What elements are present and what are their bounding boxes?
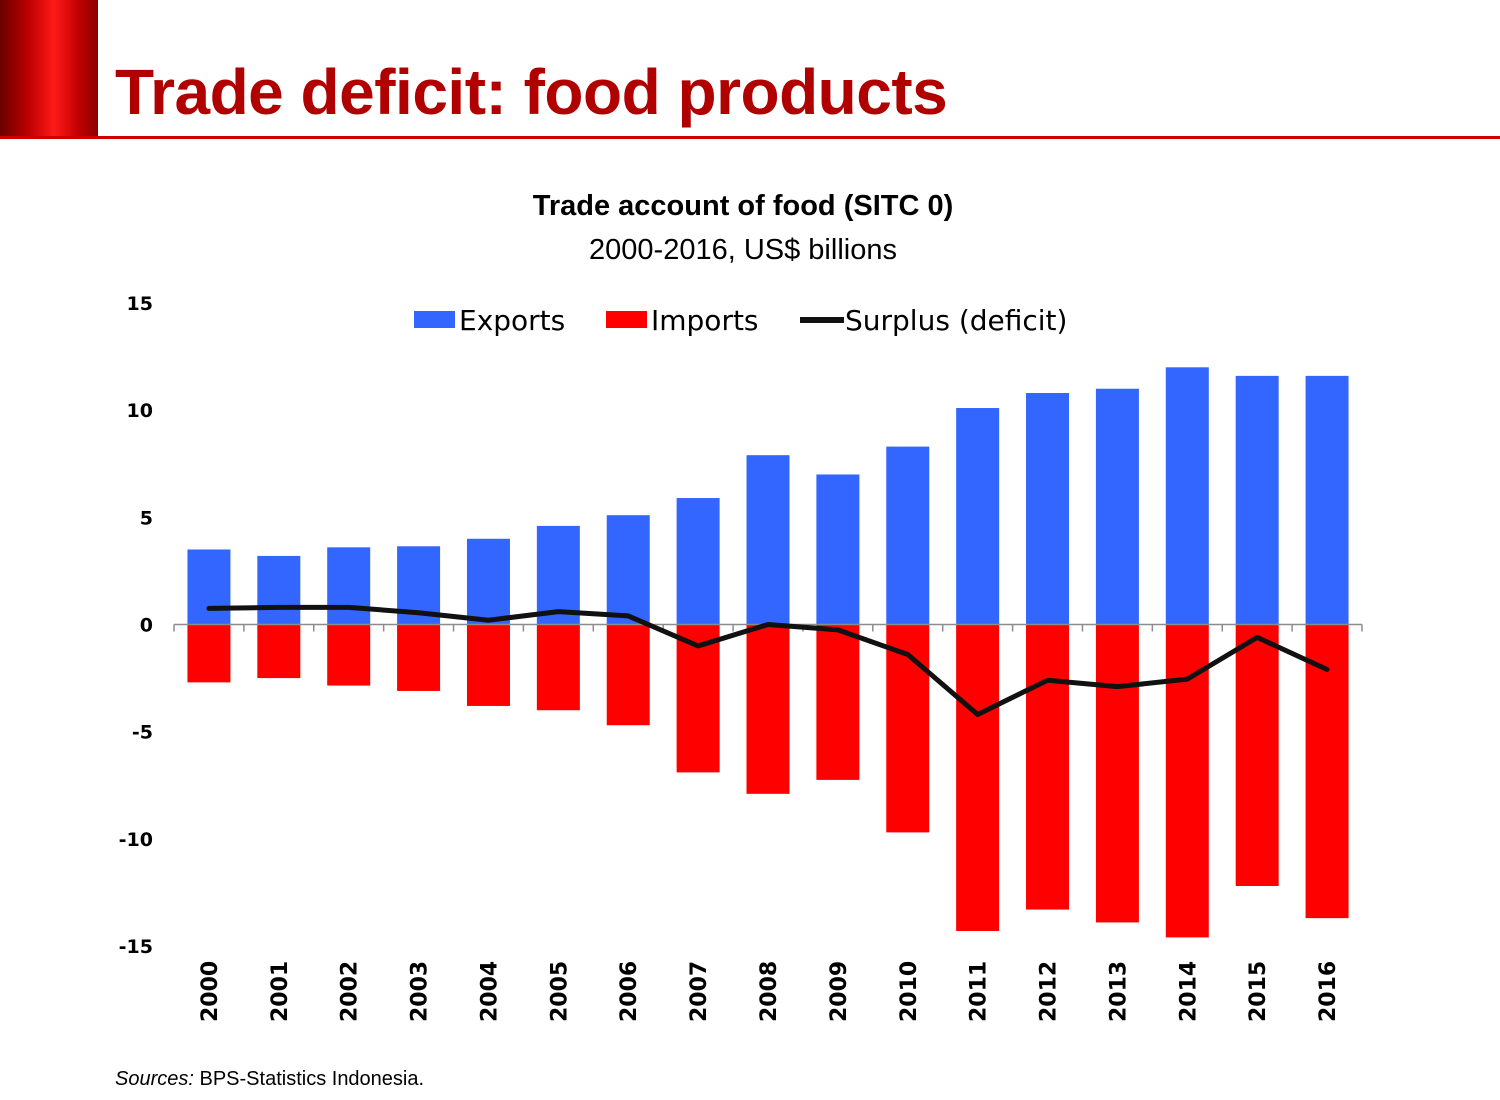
y-tick-label: -10 [119,829,153,851]
exportsbar [676,498,720,625]
exportsbar [746,455,790,625]
chart-title: Trade account of food (SITC 0) [532,190,954,222]
x-tick-label: 2000 [198,961,223,1022]
importsbar [606,624,650,726]
x-tick-label: 2006 [617,961,642,1022]
x-tick-label: 2015 [1246,961,1271,1022]
x-tick-label: 2003 [408,961,433,1022]
y-tick-label: 5 [140,507,153,529]
bars-layer [187,367,1349,938]
x-tick-label: 2009 [827,961,852,1022]
legend-swatch [414,311,455,328]
exportsbar [606,515,650,625]
slide-title: Trade deficit: food products [115,56,948,128]
importsbar [536,624,580,711]
exportsbar [187,549,231,625]
title-rule [0,136,1500,139]
title-accent-block [0,0,98,138]
source-note: Sources: BPS-Statistics Indonesia. [115,1068,424,1091]
x-tick-label: 2012 [1037,961,1062,1022]
importsbar [746,624,790,794]
importsbar [816,624,860,780]
exportsbar [257,555,301,625]
x-tick-label: 2004 [477,961,502,1022]
legend-label: Surplus (deficit) [845,304,1067,337]
x-tick-label: 2013 [1106,961,1131,1022]
x-tick-label: 2011 [967,961,992,1022]
exportsbar [1165,367,1209,625]
y-axis: 15 10 5 0 -5 -10 -15 [119,293,153,958]
importsbar [327,624,371,686]
y-tick-label: -15 [119,936,153,958]
exportsbar [1026,393,1070,625]
x-tick-label: 2010 [897,961,922,1022]
importsbar [886,624,930,833]
x-tick-label: 2005 [547,961,572,1022]
exportsbar [816,474,860,625]
x-tick-label: 2008 [757,961,782,1022]
importsbar [1305,624,1349,919]
x-tick-label: 2002 [338,961,363,1022]
importsbar [956,624,1000,931]
legend-label: Imports [651,304,759,337]
importsbar [257,624,301,679]
exportsbar [956,408,1000,625]
y-tick-label: 15 [127,293,153,315]
exportsbar [466,538,510,625]
exportsbar [327,547,371,625]
importsbar [1095,624,1139,923]
x-tick-label: 2007 [687,961,712,1022]
legend-swatch [606,311,647,328]
importsbar [397,624,441,691]
x-tick-label: 2014 [1176,961,1201,1022]
exportsbar [1095,388,1139,625]
x-tick-label: 2016 [1316,961,1341,1022]
importsbar [466,624,510,706]
y-tick-label: 0 [140,615,153,637]
x-axis: 2000 2001 2002 2003 2004 2005 2006 2007 2008 2009… [173,623,1363,1022]
chart-legend: Exports Imports Surplus (deficit) [414,304,1067,337]
exportsbar [1305,375,1349,625]
exportsbar [1235,375,1279,625]
y-tick-label: 10 [127,400,153,422]
importsbar [676,624,720,773]
y-tick-label: -5 [132,722,153,744]
source-label: Sources: [115,1068,194,1090]
surplus-line-layer [206,604,1330,718]
source-text: BPS-Statistics Indonesia. [199,1068,425,1090]
importsbar [1026,624,1070,910]
exportsbar [886,446,930,625]
importsbar [187,624,231,683]
importsbar [1235,624,1279,886]
x-tick-label: 2001 [268,961,293,1022]
exportsbar [536,525,580,625]
legend-label: Exports [459,304,565,337]
chart-subtitle: 2000-2016, US$ billions [589,234,897,266]
